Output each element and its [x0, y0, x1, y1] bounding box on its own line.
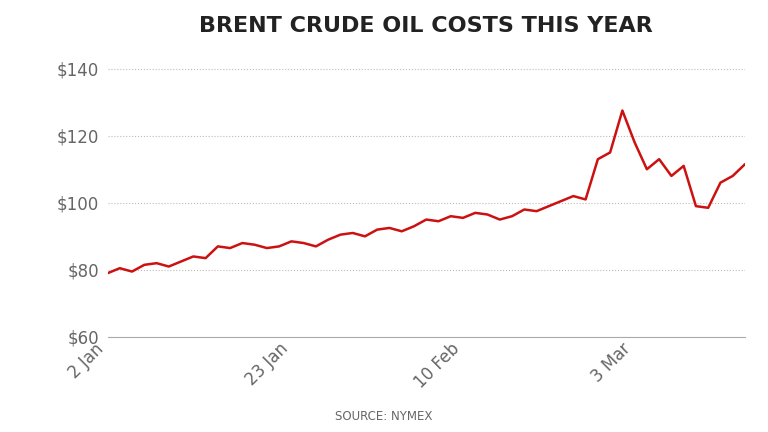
Title: BRENT CRUDE OIL COSTS THIS YEAR: BRENT CRUDE OIL COSTS THIS YEAR — [200, 16, 653, 36]
Text: SOURCE: NYMEX: SOURCE: NYMEX — [336, 410, 432, 423]
